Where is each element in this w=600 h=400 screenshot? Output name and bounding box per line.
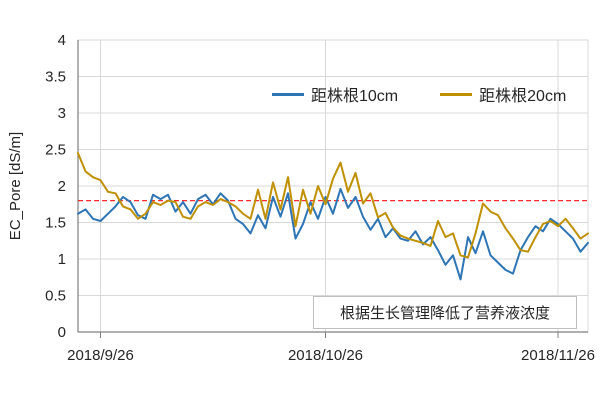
y-tick-label: 2 (58, 178, 66, 195)
legend: 距株根10cm 距株根20cm (272, 82, 566, 106)
y-tick-label: 0 (58, 324, 66, 341)
annotation-box: 根据生长管理降低了营养液浓度 (313, 296, 577, 329)
legend-swatch-10cm (272, 92, 304, 96)
x-tick-label: 2018/11/26 (521, 347, 595, 364)
series-line-0 (77, 187, 589, 281)
y-tick-label: 4 (58, 32, 66, 49)
y-tick-label: 3 (58, 105, 66, 122)
series-line-1 (77, 152, 589, 259)
series-lines (77, 152, 589, 281)
axis-tick-labels: 0 0.5 1 1.5 2 2.5 3 3.5 4 2018/9/26 2018/10/26 2018… (45, 32, 595, 364)
y-tick-label: 1 (58, 251, 66, 268)
legend-swatch-20cm (440, 92, 473, 96)
y-tick-label: 1.5 (45, 215, 66, 232)
y-axis-title: EC_Pore [dS/m] (7, 132, 24, 240)
legend-label-20cm: 距株根20cm (479, 88, 567, 105)
legend-item-10cm: 距株根10cm (272, 82, 398, 106)
y-tick-label: 3.5 (45, 69, 66, 86)
x-tick-label: 2018/9/26 (67, 347, 134, 364)
x-tick-label: 2018/10/26 (288, 347, 363, 364)
legend-item-20cm: 距株根20cm (440, 82, 566, 106)
y-tick-label: 2.5 (45, 142, 66, 159)
axes (77, 40, 588, 338)
y-tick-label: 0.5 (45, 288, 66, 305)
legend-label-10cm: 距株根10cm (311, 88, 399, 105)
